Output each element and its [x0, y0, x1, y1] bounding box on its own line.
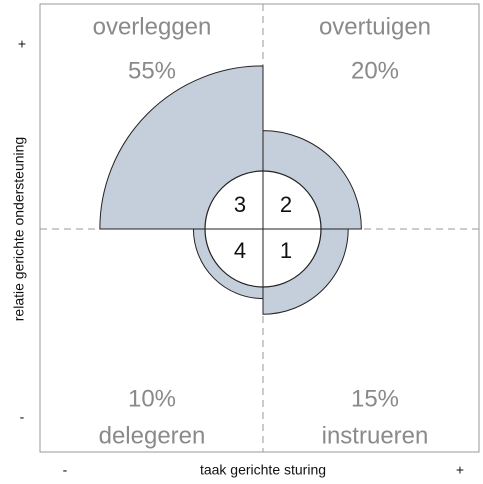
quadrant-name: overleggen	[93, 13, 212, 40]
quadrant-name: instrueren	[322, 422, 429, 449]
y-axis-end: -	[20, 409, 25, 425]
y-axis-end: +	[18, 36, 26, 52]
y-axis-label: relatie gerichte ondersteuning	[11, 137, 27, 321]
quadrant-name: overtuigen	[319, 13, 431, 40]
value-label: 10%	[128, 385, 176, 412]
quadrant-number: 1	[280, 238, 292, 263]
x-axis-end: -	[63, 462, 68, 478]
quadrant-name: delegeren	[99, 422, 206, 449]
quadrant-number: 2	[280, 192, 292, 217]
x-axis-label: taak gerichte sturing	[200, 462, 326, 478]
quadrant-number: 3	[234, 192, 246, 217]
value-label: 20%	[351, 57, 399, 84]
frame	[39, 3, 480, 453]
quadrant-number: 4	[234, 238, 246, 263]
value-label: 55%	[128, 57, 176, 84]
value-label: 15%	[351, 385, 399, 412]
x-axis-end: +	[456, 462, 464, 478]
